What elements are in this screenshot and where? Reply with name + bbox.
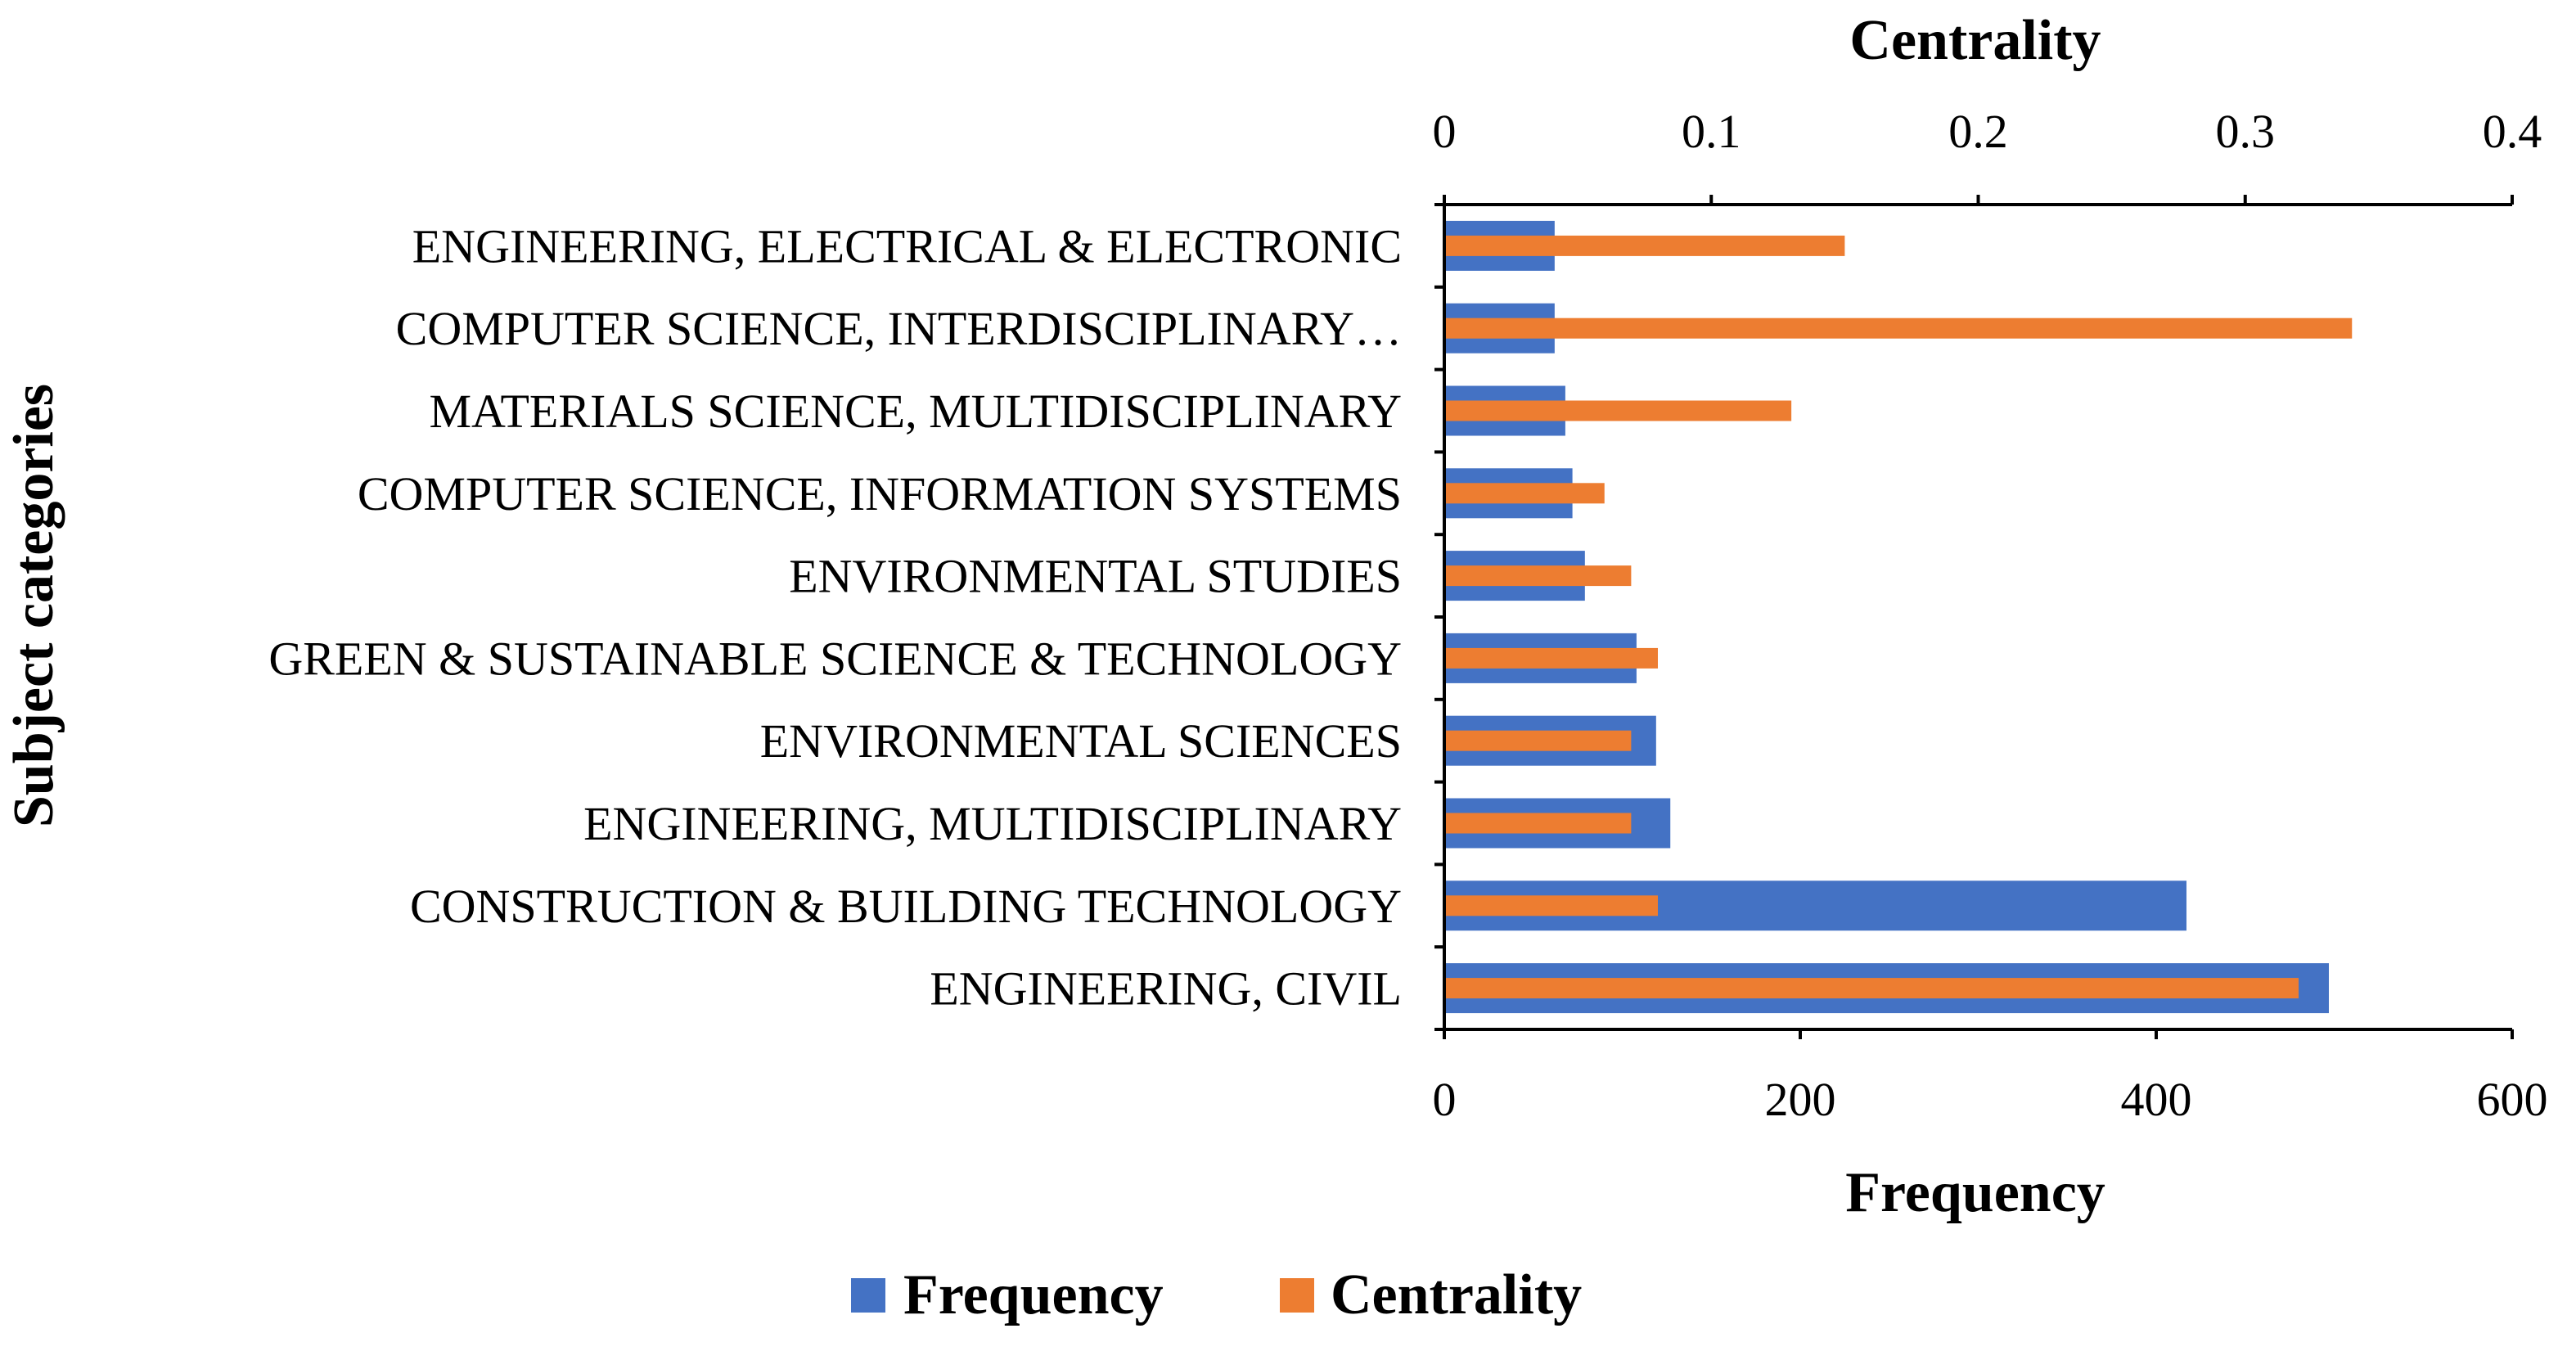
top-tick-label: 0.1 (1682, 105, 1741, 158)
centrality-bars (1444, 235, 2353, 999)
centrality-bar (1444, 565, 1632, 587)
top-axis-ticks: 0 0.1 0.2 0.3 0.4 (1433, 105, 2542, 205)
category-label: COMPUTER SCIENCE, INFORMATION SYSTEMS (358, 467, 1402, 520)
bottom-tick-label: 600 (2477, 1073, 2548, 1126)
frequency-bars (1444, 220, 2329, 1014)
category-label: ENGINEERING, ELECTRICAL & ELECTRONIC (412, 219, 1402, 272)
category-label: ENVIRONMENTAL SCIENCES (760, 714, 1402, 768)
category-labels: ENGINEERING, ELECTRICAL & ELECTRONIC COMP… (268, 219, 1402, 1015)
top-tick-label: 0.3 (2216, 105, 2276, 158)
centrality-bar (1444, 483, 1605, 504)
centrality-bar (1444, 317, 2353, 339)
centrality-bar (1444, 235, 1845, 256)
legend-label-frequency: Frequency (903, 1263, 1164, 1326)
category-label: ENGINEERING, CIVIL (930, 962, 1402, 1016)
centrality-bar (1444, 647, 1658, 669)
legend-label-centrality: Centrality (1331, 1263, 1582, 1326)
bottom-tick-label: 400 (2121, 1073, 2192, 1126)
top-axis-title: Centrality (1849, 9, 2101, 72)
bottom-tick-label: 0 (1433, 1073, 1457, 1126)
centrality-bar (1444, 730, 1632, 751)
category-label: COMPUTER SCIENCE, INTERDISCIPLINARY… (396, 302, 1402, 355)
top-tick-label: 0.2 (1948, 105, 2008, 158)
bottom-axis-title: Frequency (1845, 1161, 2105, 1224)
centrality-bar (1444, 400, 1792, 421)
top-tick-label: 0 (1433, 105, 1457, 158)
category-label: MATERIALS SCIENCE, MULTIDISCIPLINARY (429, 385, 1402, 438)
bottom-axis-ticks: 0 200 400 600 (1433, 1029, 2548, 1126)
category-label: ENVIRONMENTAL STUDIES (789, 550, 1402, 603)
centrality-bar (1444, 813, 1632, 834)
y-axis-title: Subject categories (2, 384, 65, 827)
top-tick-label: 0.4 (2483, 105, 2542, 158)
category-label: ENGINEERING, MULTIDISCIPLINARY (583, 797, 1402, 850)
category-label: CONSTRUCTION & BUILDING TECHNOLOGY (410, 880, 1402, 933)
legend-swatch-centrality (1280, 1278, 1314, 1313)
legend: Frequency Centrality (851, 1263, 1582, 1326)
centrality-bar (1444, 978, 2299, 999)
bottom-tick-label: 200 (1765, 1073, 1836, 1126)
legend-swatch-frequency (851, 1278, 885, 1313)
centrality-bar (1444, 895, 1658, 916)
category-label: GREEN & SUSTAINABLE SCIENCE & TECHNOLOGY (268, 632, 1402, 685)
